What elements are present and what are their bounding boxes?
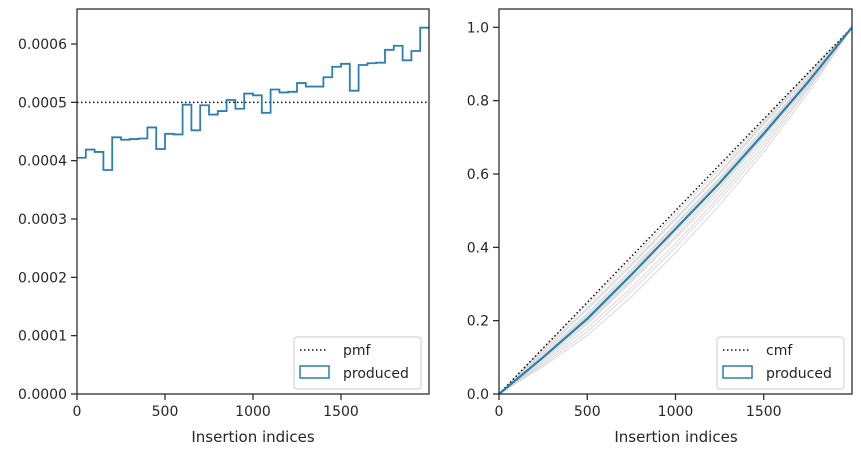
right-plot-area [498, 26, 853, 395]
left-axes-frame [76, 8, 430, 395]
right-x-axis-label: Insertion indices [614, 428, 737, 446]
left-legend-produced-swatch [299, 365, 330, 379]
produced-cdf-series [498, 26, 853, 395]
right-legend-produced-label: produced [766, 366, 832, 382]
background-trace [498, 27, 853, 395]
x-tick-label: 1500 [323, 404, 359, 420]
left-legend-box [293, 336, 422, 390]
cmf-reference-line [498, 26, 853, 395]
y-tick-label: 0.0001 [18, 329, 67, 345]
background-trace [498, 27, 853, 395]
y-tick-label: 0.0002 [18, 270, 67, 286]
background-trace [498, 27, 853, 395]
left-plot-area [77, 26, 429, 171]
right-axes: 0 500 1000 1500 0.0 0.2 0.4 0.6 0.8 1.0 [467, 8, 853, 420]
x-tick-label: 1500 [746, 404, 782, 420]
x-tick-label: 1000 [235, 404, 271, 420]
y-tick-label: 0.8 [467, 94, 489, 110]
left-axes: 0 500 1000 1500 0.0000 0.0001 0.0002 0.0003 0.00… [18, 8, 430, 420]
y-tick-label: 0.4 [467, 240, 489, 256]
y-tick-label: 0.2 [467, 314, 489, 330]
x-tick-label: 0 [73, 404, 82, 420]
left-legend-produced-label: produced [343, 366, 409, 382]
x-tick-label: 0 [495, 404, 504, 420]
right-legend-box [716, 336, 845, 390]
background-trace [498, 27, 853, 395]
left-legend: pmf produced [293, 336, 422, 390]
background-trace [498, 27, 853, 395]
produced-step-series [77, 26, 429, 171]
y-tick-label: 0.0005 [18, 95, 67, 111]
y-tick-label: 0.0003 [18, 212, 67, 228]
left-legend-pmf-label: pmf [343, 343, 372, 359]
right-legend-produced-swatch [722, 365, 753, 379]
pmf-histogram-panel: 0 500 1000 1500 0.0000 0.0001 0.0002 0.0003 0.00… [18, 8, 430, 446]
y-tick-label: 0.0 [467, 387, 489, 403]
right-legend: cmf produced [716, 336, 845, 390]
right-axes-frame [498, 8, 853, 395]
x-tick-label: 500 [574, 404, 601, 420]
background-trace [498, 27, 853, 395]
y-tick-label: 0.0004 [18, 154, 67, 170]
y-tick-label: 0.6 [467, 167, 489, 183]
cmf-cdf-panel: 0 500 1000 1500 0.0 0.2 0.4 0.6 0.8 1.0 Insertion… [467, 8, 853, 446]
background-trace [498, 27, 853, 395]
background-trace [498, 26, 853, 395]
background-trace [498, 27, 853, 395]
y-tick-label: 0.0006 [18, 37, 67, 53]
y-tick-label: 1.0 [467, 20, 489, 36]
x-tick-label: 500 [152, 404, 179, 420]
x-tick-label: 1000 [658, 404, 694, 420]
left-x-axis-label: Insertion indices [191, 428, 314, 446]
y-tick-label: 0.0000 [18, 387, 67, 403]
right-legend-cmf-label: cmf [766, 343, 793, 359]
